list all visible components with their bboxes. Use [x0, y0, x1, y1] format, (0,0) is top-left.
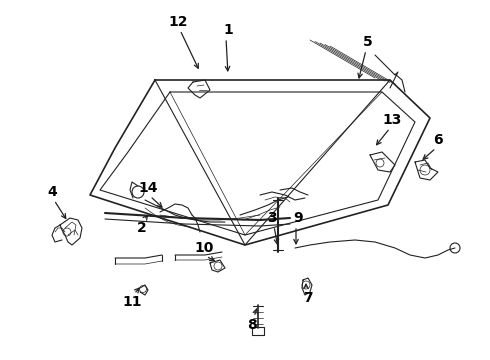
Text: 7: 7 — [303, 291, 313, 305]
Text: 2: 2 — [137, 221, 147, 235]
Text: 12: 12 — [168, 15, 188, 29]
Text: 14: 14 — [138, 181, 158, 195]
Text: 13: 13 — [382, 113, 402, 127]
Text: 6: 6 — [433, 133, 443, 147]
Text: 8: 8 — [247, 318, 257, 332]
Text: 11: 11 — [122, 295, 142, 309]
Text: 9: 9 — [293, 211, 303, 225]
Text: 4: 4 — [47, 185, 57, 199]
Text: 5: 5 — [363, 35, 373, 49]
Text: 3: 3 — [267, 211, 277, 225]
Text: 1: 1 — [223, 23, 233, 37]
Text: 10: 10 — [195, 241, 214, 255]
